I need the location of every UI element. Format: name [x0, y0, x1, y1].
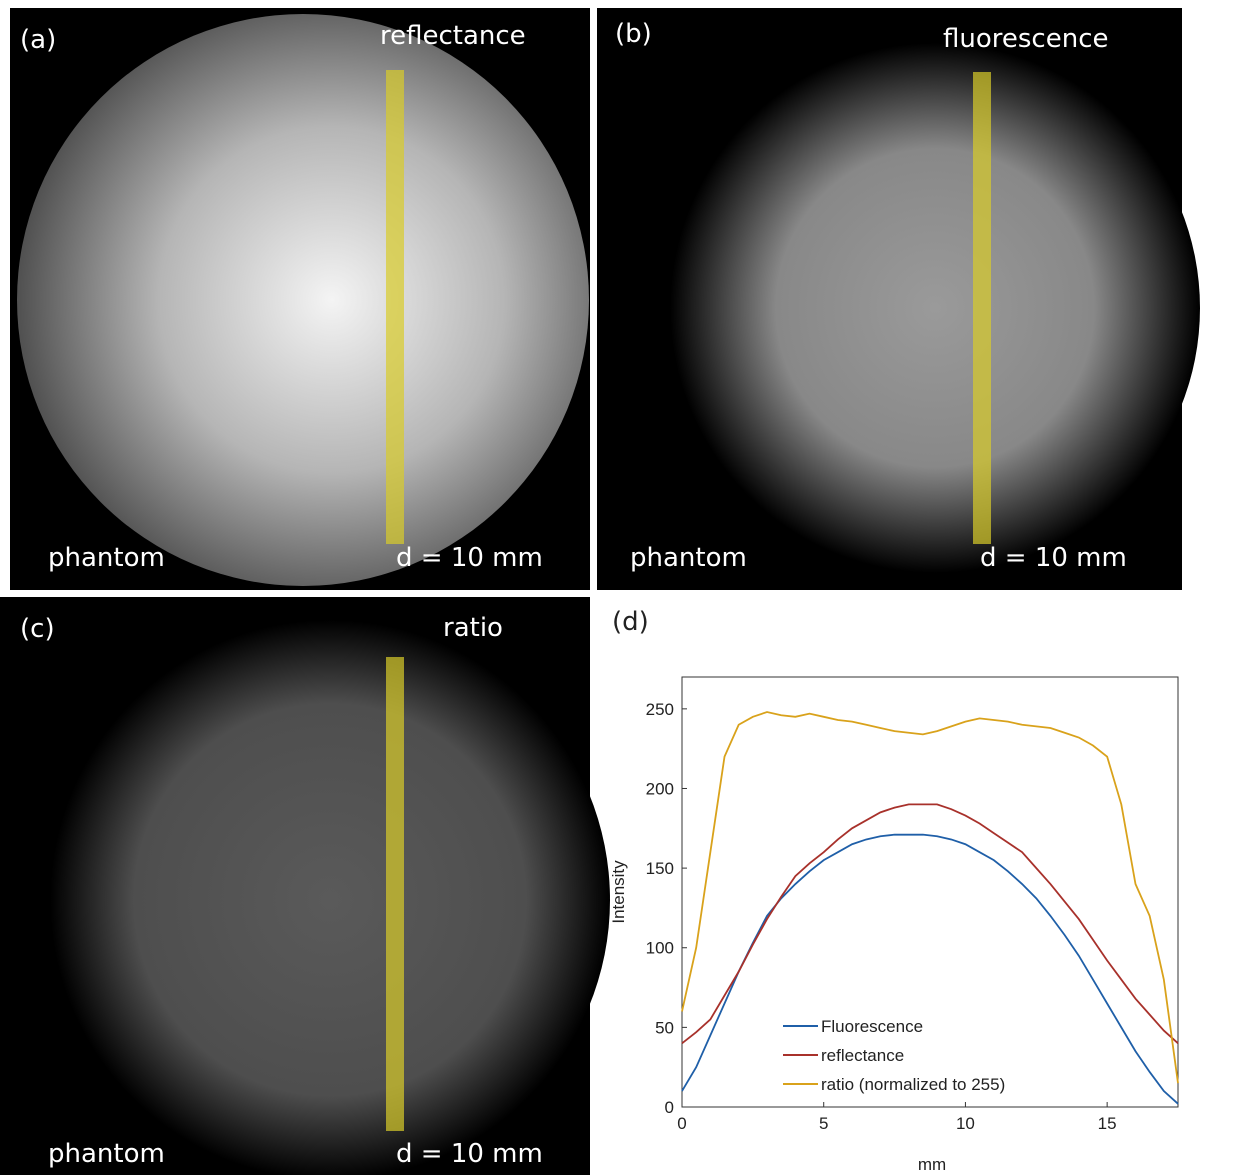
x-tick-label: 10: [956, 1114, 975, 1133]
profile-strip: [386, 70, 404, 544]
x-tick-label: 15: [1098, 1114, 1117, 1133]
y-tick-label: 150: [646, 859, 674, 878]
legend-label: reflectance: [821, 1046, 904, 1065]
y-tick-label: 100: [646, 939, 674, 958]
y-axis-label: Intensity: [609, 860, 628, 924]
series-line: [681, 803, 1179, 1045]
panel-label: (b): [615, 19, 652, 49]
distance-label: d = 10 mm: [396, 543, 543, 573]
image-disc: [50, 620, 610, 1175]
plot-area: [681, 676, 1179, 1108]
panel-title: reflectance: [380, 21, 526, 51]
x-tick-label: 5: [819, 1114, 828, 1133]
series-line: [681, 833, 1179, 1105]
profile-strip: [973, 72, 991, 544]
image-disc: [670, 43, 1200, 573]
legend-label: ratio (normalized to 255): [821, 1075, 1005, 1094]
distance-label: d = 10 mm: [980, 543, 1127, 573]
panel-title: ratio: [443, 613, 503, 643]
panel-label: (d): [612, 607, 649, 637]
panel-label: (a): [20, 25, 56, 55]
x-axis-label: mm: [918, 1155, 946, 1174]
panel-title: fluorescence: [943, 24, 1108, 54]
sample-label: phantom: [630, 543, 747, 573]
y-tick-label: 200: [646, 779, 674, 798]
y-tick-label: 250: [646, 700, 674, 719]
panel-label: (c): [20, 614, 55, 644]
y-tick-label: 0: [665, 1098, 674, 1117]
sample-label: phantom: [48, 543, 165, 573]
image-disc: [17, 14, 589, 586]
profile-strip: [386, 657, 404, 1131]
y-tick-label: 50: [655, 1018, 674, 1037]
series-line: [681, 711, 1179, 1084]
x-tick-label: 0: [677, 1114, 686, 1133]
distance-label: d = 10 mm: [396, 1139, 543, 1169]
legend-label: Fluorescence: [821, 1017, 923, 1036]
sample-label: phantom: [48, 1139, 165, 1169]
